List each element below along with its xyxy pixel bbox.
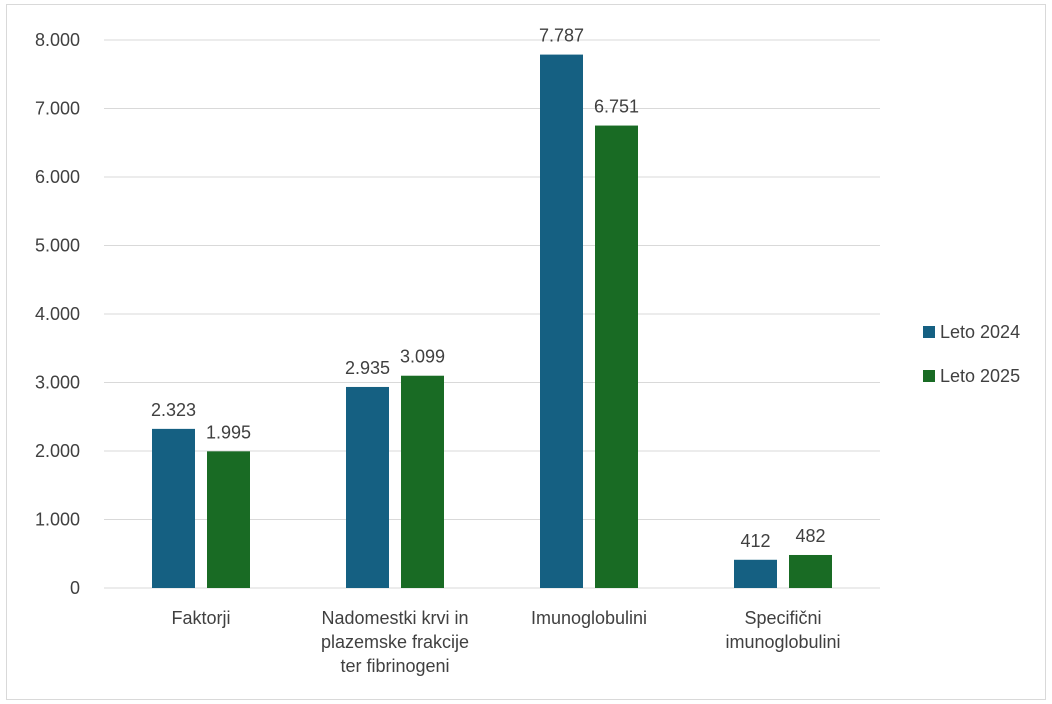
data-label: 482: [795, 526, 825, 546]
bar: [346, 386, 389, 588]
y-tick-label: 5.000: [35, 236, 80, 256]
bar: [734, 559, 777, 588]
data-labels: 2.323 1.995 2.935 3.099 7.787 6.751 412 482: [151, 26, 826, 551]
data-label: 2.323: [151, 400, 196, 420]
y-tick-label: 8.000: [35, 30, 80, 50]
bars: [152, 54, 832, 588]
legend: Leto 2024 Leto 2025: [923, 322, 1020, 386]
x-axis-category-labels: Faktorji Nadomestki krvi in plazemske frak…: [171, 608, 840, 676]
data-label: 2.935: [345, 358, 390, 378]
data-label: 7.787: [539, 26, 584, 46]
y-tick-label: 7.000: [35, 99, 80, 119]
legend-entry: Leto 2024: [940, 322, 1020, 342]
legend-swatch: [923, 370, 935, 382]
x-category-label: imunoglobulini: [725, 632, 840, 652]
bar: [207, 451, 250, 588]
data-label: 1.995: [206, 422, 251, 442]
x-category-label: ter fibrinogeni: [340, 656, 449, 676]
y-tick-label: 4.000: [35, 304, 80, 324]
bar: [540, 54, 583, 588]
y-tick-label: 2.000: [35, 441, 80, 461]
x-category-label: Nadomestki krvi in: [321, 608, 468, 628]
bar: [401, 375, 444, 588]
y-tick-label: 1.000: [35, 510, 80, 530]
y-tick-label: 3.000: [35, 373, 80, 393]
data-label: 6.751: [594, 97, 639, 117]
legend-swatch: [923, 326, 935, 338]
legend-entry: Leto 2025: [940, 366, 1020, 386]
x-category-label: Imunoglobulini: [531, 608, 647, 628]
data-label: 3.099: [400, 347, 445, 367]
x-category-label: Specifični: [744, 608, 821, 628]
y-tick-label: 6.000: [35, 167, 80, 187]
bar: [789, 554, 832, 588]
y-axis-tick-labels: 0 1.000 2.000 3.000 4.000 5.000 6.000 7.000 8.00…: [35, 30, 80, 598]
bar: [152, 428, 195, 588]
x-category-label: Faktorji: [171, 608, 230, 628]
x-category-label: plazemske frakcije: [321, 632, 469, 652]
y-tick-label: 0: [70, 578, 80, 598]
bar: [595, 125, 638, 588]
data-label: 412: [740, 531, 770, 551]
